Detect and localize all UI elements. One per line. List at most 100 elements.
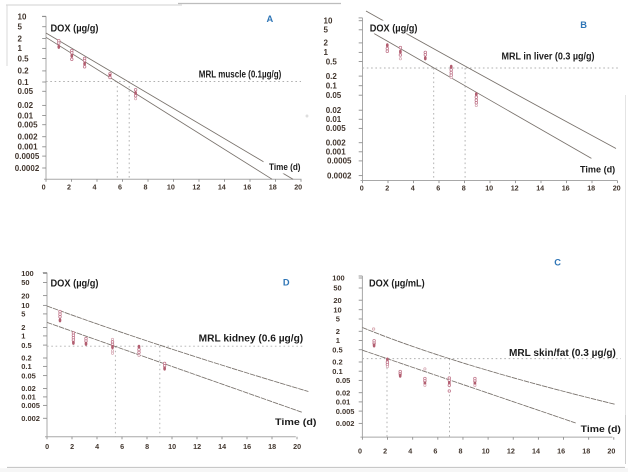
svg-text:12: 12 xyxy=(511,184,519,193)
svg-text:MRL kidney (0.6 µg/g): MRL kidney (0.6 µg/g) xyxy=(199,333,304,344)
svg-text:MRL skin/fat (0.3 µg/g): MRL skin/fat (0.3 µg/g) xyxy=(509,348,616,359)
svg-text:DOX (µg/g): DOX (µg/g) xyxy=(51,23,99,34)
svg-text:5: 5 xyxy=(324,26,329,35)
svg-text:10: 10 xyxy=(324,17,333,26)
svg-text:10: 10 xyxy=(18,12,27,21)
svg-text:50: 50 xyxy=(333,284,341,293)
svg-text:6: 6 xyxy=(118,182,122,191)
svg-text:10: 10 xyxy=(168,442,176,451)
svg-text:4: 4 xyxy=(93,182,97,191)
svg-text:0.5: 0.5 xyxy=(21,341,31,350)
svg-text:0.01: 0.01 xyxy=(21,393,36,402)
svg-text:0.1: 0.1 xyxy=(332,367,342,376)
svg-text:6: 6 xyxy=(436,184,440,193)
svg-text:2: 2 xyxy=(70,442,74,451)
svg-text:14: 14 xyxy=(532,446,540,455)
svg-text:14: 14 xyxy=(218,182,226,191)
svg-text:18: 18 xyxy=(587,184,595,193)
svg-text:0.5: 0.5 xyxy=(326,57,338,66)
svg-text:0.0002: 0.0002 xyxy=(327,171,352,180)
svg-text:1: 1 xyxy=(18,44,23,53)
svg-text:100: 100 xyxy=(21,269,34,278)
svg-text:6: 6 xyxy=(120,442,124,451)
svg-text:12: 12 xyxy=(507,446,515,455)
svg-text:1: 1 xyxy=(324,48,329,57)
svg-text:6: 6 xyxy=(433,446,437,455)
svg-text:20: 20 xyxy=(21,291,29,300)
svg-text:0.002: 0.002 xyxy=(18,133,39,142)
svg-text:0.05: 0.05 xyxy=(21,371,36,380)
svg-text:0: 0 xyxy=(360,184,364,193)
svg-text:2: 2 xyxy=(21,323,25,332)
svg-text:MRL muscle (0.1µg/g): MRL muscle (0.1µg/g) xyxy=(199,70,281,81)
svg-text:DOX (µg/g): DOX (µg/g) xyxy=(51,278,99,289)
svg-text:12: 12 xyxy=(192,182,200,191)
svg-text:0.002: 0.002 xyxy=(336,419,355,428)
svg-text:10: 10 xyxy=(21,301,29,310)
svg-text:0.01: 0.01 xyxy=(336,398,351,407)
svg-text:0.002: 0.002 xyxy=(21,414,40,423)
svg-text:0.02: 0.02 xyxy=(18,101,34,110)
svg-text:0.5: 0.5 xyxy=(18,54,30,63)
svg-text:0.05: 0.05 xyxy=(326,91,342,100)
svg-text:0.005: 0.005 xyxy=(21,401,40,410)
svg-text:0.2: 0.2 xyxy=(332,358,342,367)
svg-text:Time (d): Time (d) xyxy=(581,424,621,435)
svg-text:D: D xyxy=(283,278,290,288)
svg-text:14: 14 xyxy=(218,442,226,451)
svg-text:5: 5 xyxy=(21,310,25,319)
svg-text:0.2: 0.2 xyxy=(18,67,30,76)
svg-text:0.01: 0.01 xyxy=(18,111,34,120)
svg-text:20: 20 xyxy=(293,442,301,451)
svg-text:0: 0 xyxy=(45,442,49,451)
svg-text:0.01: 0.01 xyxy=(326,115,342,124)
svg-text:A: A xyxy=(267,14,274,24)
svg-text:0.02: 0.02 xyxy=(336,388,351,397)
svg-text:8: 8 xyxy=(145,442,149,451)
svg-text:2: 2 xyxy=(324,39,329,48)
svg-text:0.001: 0.001 xyxy=(18,143,39,152)
svg-text:14: 14 xyxy=(536,184,544,193)
svg-text:Time (d): Time (d) xyxy=(580,164,615,175)
svg-text:18: 18 xyxy=(269,182,277,191)
svg-text:0.001: 0.001 xyxy=(326,148,347,157)
svg-text:8: 8 xyxy=(459,446,463,455)
svg-text:5: 5 xyxy=(336,315,340,324)
svg-text:0.5: 0.5 xyxy=(332,345,342,354)
svg-text:MRL in liver (0.3 µg/g): MRL in liver (0.3 µg/g) xyxy=(502,51,595,62)
svg-text:8: 8 xyxy=(462,184,466,193)
svg-text:0: 0 xyxy=(42,182,46,191)
svg-text:0.005: 0.005 xyxy=(18,121,39,130)
svg-text:0.1: 0.1 xyxy=(326,82,338,91)
svg-text:10: 10 xyxy=(167,182,175,191)
svg-text:4: 4 xyxy=(408,446,412,455)
svg-text:DOX (µg/g): DOX (µg/g) xyxy=(370,24,418,35)
svg-text:2: 2 xyxy=(385,184,389,193)
svg-text:0.005: 0.005 xyxy=(326,124,347,133)
svg-text:10: 10 xyxy=(333,305,341,314)
svg-text:16: 16 xyxy=(557,446,565,455)
svg-text:0.05: 0.05 xyxy=(336,376,351,385)
svg-text:1: 1 xyxy=(336,336,340,345)
svg-text:2: 2 xyxy=(18,34,23,43)
svg-text:8: 8 xyxy=(143,182,147,191)
svg-text:4: 4 xyxy=(95,442,99,451)
svg-text:0: 0 xyxy=(358,446,362,455)
svg-text:2: 2 xyxy=(383,446,387,455)
svg-text:20: 20 xyxy=(607,446,615,455)
svg-text:10: 10 xyxy=(485,184,493,193)
svg-text:20: 20 xyxy=(333,296,341,305)
svg-text:0.002: 0.002 xyxy=(326,139,347,148)
svg-text:18: 18 xyxy=(268,442,276,451)
svg-text:1: 1 xyxy=(21,332,25,341)
svg-text:Time (d): Time (d) xyxy=(275,417,317,428)
svg-text:DOX (µg/mL): DOX (µg/mL) xyxy=(369,279,425,290)
svg-text:4: 4 xyxy=(411,184,415,193)
svg-text:0.0005: 0.0005 xyxy=(15,152,40,161)
svg-text:100: 100 xyxy=(332,274,345,283)
svg-text:0.2: 0.2 xyxy=(326,72,338,81)
svg-text:0.0002: 0.0002 xyxy=(15,164,40,173)
svg-text:B: B xyxy=(580,20,587,30)
svg-text:18: 18 xyxy=(582,446,590,455)
svg-text:16: 16 xyxy=(243,442,251,451)
